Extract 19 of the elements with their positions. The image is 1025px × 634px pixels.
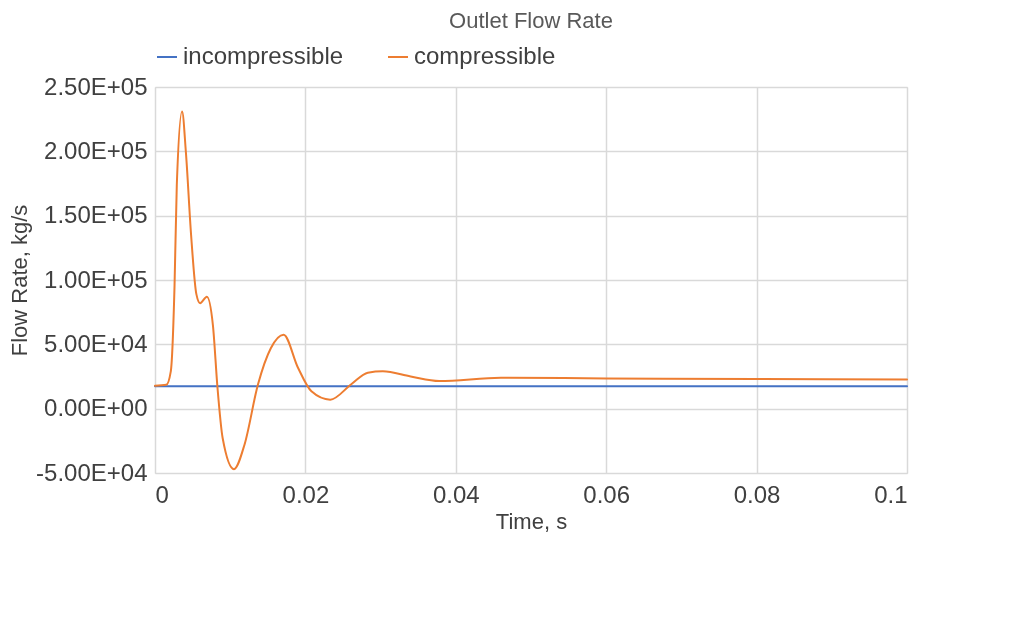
x-tick-label: 0.08 <box>733 480 781 508</box>
y-axis-title: Flow Rate, kg/s <box>7 204 33 357</box>
x-tick-label: 0.1 <box>874 480 908 508</box>
x-axis-title: Time, s <box>495 508 568 534</box>
y-tick-label: -5.00E+04 <box>36 458 148 486</box>
y-tick-label: 2.50E+05 <box>44 72 148 100</box>
legend-label: incompressible <box>183 42 344 69</box>
legend-label: compressible <box>414 42 556 69</box>
x-tick-label: 0.06 <box>583 480 631 508</box>
y-tick-label: 1.50E+05 <box>44 201 148 229</box>
y-tick-label: 1.00E+05 <box>44 265 148 293</box>
chart-title: Outlet Flow Rate <box>449 8 613 33</box>
y-tick-label: 0.00E+00 <box>44 394 148 422</box>
x-tick-label: 0 <box>155 480 169 508</box>
y-tick-label: 2.00E+05 <box>44 136 148 164</box>
x-tick-label: 0.04 <box>432 480 480 508</box>
x-tick-label: 0.02 <box>282 480 330 508</box>
y-tick-label: 5.00E+04 <box>44 329 148 357</box>
line-series <box>154 110 908 471</box>
